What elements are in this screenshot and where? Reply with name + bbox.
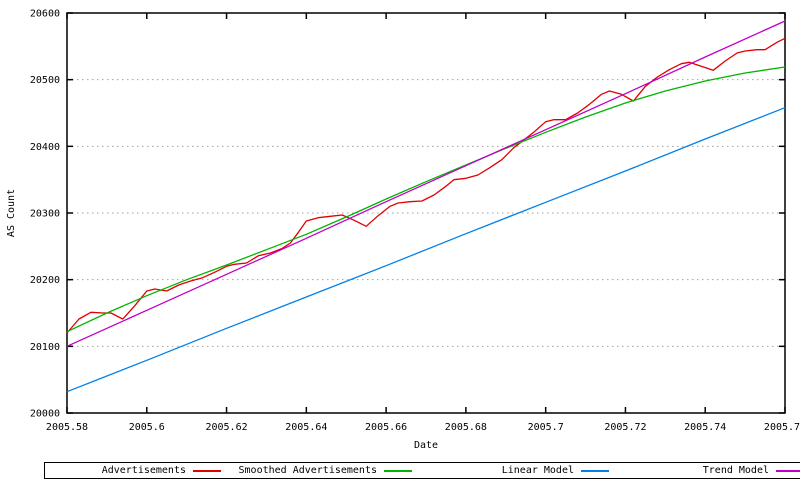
x-tick-label: 2005.68: [445, 422, 487, 433]
axis-ticks: [66, 12, 786, 414]
legend-line-sample-advertisements: [193, 469, 221, 472]
chart-canvas: 2005.58 2005.6 2005.62 2005.64 2005.66 2005.6…: [6, 9, 800, 452]
series-lines: [66, 20, 786, 393]
x-tick-label: 2005.64: [285, 422, 327, 433]
y-tick-label: 20000: [30, 409, 60, 420]
x-tick-label: 2005.66: [365, 422, 407, 433]
series-line-2: [66, 107, 786, 393]
legend-label-trend-model: Trend Model: [702, 465, 769, 476]
legend-label-advertisements: Advertisements: [101, 465, 186, 476]
legend-item-advertisements: Advertisements: [102, 463, 221, 478]
y-tick-label: 20500: [30, 75, 60, 86]
series-line-1: [66, 66, 786, 333]
y-tick-label: 20600: [30, 9, 60, 20]
y-tick-label: 20400: [30, 142, 60, 153]
legend-item-trend-model: Trend Model: [703, 463, 800, 478]
x-tick-label: 2005.58: [46, 422, 88, 433]
x-tick-label: 2005.76: [764, 422, 800, 433]
legend-item-linear-model: Linear Model: [502, 463, 609, 478]
legend-line-sample-trend-model: [776, 469, 800, 472]
x-tick-label: 2005.62: [205, 422, 247, 433]
x-tick-label: 2005.74: [684, 422, 726, 433]
legend-line-sample-smoothed-advertisements: [384, 469, 412, 472]
legend: Advertisements Smoothed Advertisements L…: [44, 462, 800, 479]
gridlines: [67, 79, 785, 347]
y-tick-label: 20200: [30, 275, 60, 286]
y-tick-label: 20300: [30, 209, 60, 220]
y-axis-label: AS Count: [6, 189, 17, 237]
y-tick-label: 20100: [30, 342, 60, 353]
x-tick-label: 2005.6: [129, 422, 165, 433]
legend-label-smoothed-advertisements: Smoothed Advertisements: [238, 465, 377, 476]
x-tick-label: 2005.7: [528, 422, 564, 433]
legend-item-smoothed-advertisements: Smoothed Advertisements: [239, 463, 412, 478]
x-axis-label: Date: [414, 440, 438, 451]
axis-labels: 2005.58 2005.6 2005.62 2005.64 2005.66 2005.6…: [6, 9, 800, 452]
legend-line-sample-linear-model: [581, 469, 609, 472]
series-line-3: [66, 20, 786, 347]
series-line-0: [66, 37, 786, 334]
x-tick-label: 2005.72: [604, 422, 646, 433]
legend-label-linear-model: Linear Model: [501, 465, 574, 476]
